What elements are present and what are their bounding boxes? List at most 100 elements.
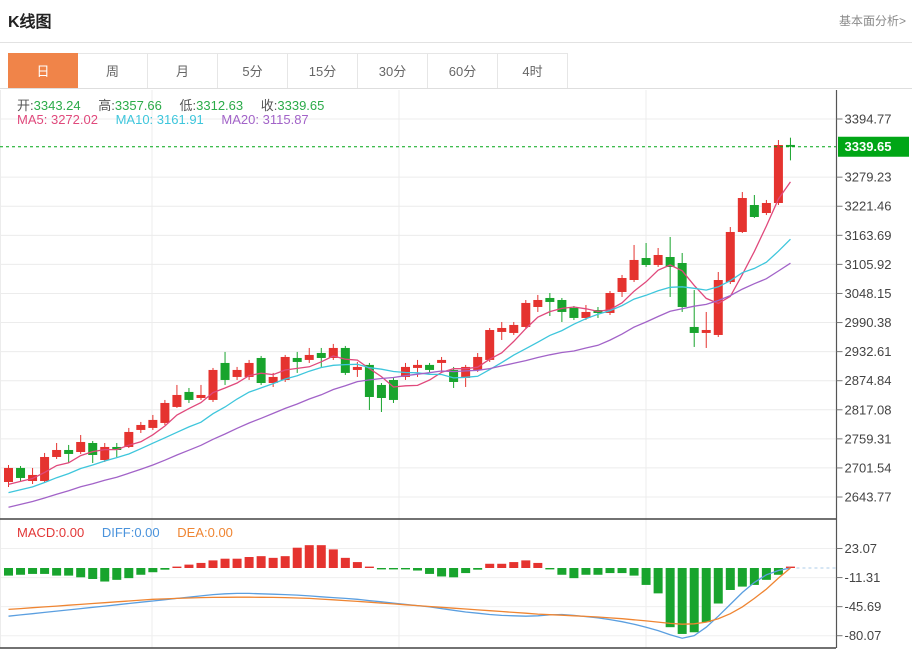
axis-label: 2874.84 bbox=[845, 373, 892, 388]
macd-bar bbox=[437, 568, 447, 577]
candle-body bbox=[352, 366, 362, 370]
candle-body bbox=[16, 467, 26, 478]
macd-bar bbox=[581, 568, 591, 575]
candle-body bbox=[605, 292, 615, 313]
candle-body bbox=[244, 362, 254, 377]
candle-body bbox=[737, 198, 747, 232]
macd-bar bbox=[304, 545, 314, 568]
candle-body bbox=[304, 354, 314, 360]
macd-bar bbox=[376, 568, 386, 570]
axis-label: 3163.69 bbox=[845, 228, 892, 243]
tab-4时[interactable]: 4时 bbox=[498, 53, 568, 88]
macd-bar bbox=[785, 566, 795, 568]
candle-body bbox=[160, 402, 170, 423]
macd-bar bbox=[100, 568, 110, 582]
candle-body bbox=[376, 384, 386, 398]
tab-30分[interactable]: 30分 bbox=[358, 53, 428, 88]
macd-bar bbox=[689, 568, 699, 633]
macd-bar bbox=[461, 568, 471, 574]
candle-body bbox=[701, 329, 711, 333]
candle-body bbox=[220, 362, 230, 380]
ma10-line bbox=[8, 238, 791, 494]
axis-label: 2759.31 bbox=[845, 431, 892, 446]
candle-body bbox=[761, 202, 771, 214]
axis-label: 2701.54 bbox=[845, 460, 892, 475]
candle-body bbox=[4, 467, 13, 483]
candle-body bbox=[497, 327, 507, 332]
candle-body bbox=[749, 205, 759, 217]
axis-label: 2932.61 bbox=[845, 344, 892, 359]
macd-bar bbox=[593, 568, 603, 575]
macd-bar bbox=[400, 568, 410, 570]
tab-15分[interactable]: 15分 bbox=[288, 53, 358, 88]
macd-bar bbox=[509, 562, 519, 568]
candle-body bbox=[292, 357, 302, 362]
candle-body bbox=[437, 359, 447, 363]
tab-月[interactable]: 月 bbox=[148, 53, 218, 88]
candle-body bbox=[364, 364, 374, 397]
candle-body bbox=[725, 231, 735, 283]
candle-body bbox=[76, 441, 86, 453]
macd-bar bbox=[76, 568, 86, 578]
macd-bar bbox=[136, 568, 146, 575]
macd-bar bbox=[280, 556, 290, 568]
macd-bar bbox=[485, 563, 495, 568]
dea-line bbox=[8, 567, 791, 625]
axis-label: 3105.92 bbox=[845, 257, 892, 272]
macd-bar bbox=[64, 568, 74, 576]
right-axis: 3394.77 3279.23 3221.46 3163.69 3105.92 3048.… bbox=[0, 90, 909, 649]
candle-body bbox=[172, 394, 182, 407]
main-pane[interactable] bbox=[0, 137, 836, 508]
macd-bar bbox=[629, 568, 639, 576]
candle-body bbox=[340, 347, 350, 373]
candle-body bbox=[521, 302, 531, 327]
axis-label: 2990.38 bbox=[845, 315, 892, 330]
macd-bar bbox=[16, 568, 26, 575]
axis-label: -11.31 bbox=[845, 570, 881, 585]
kline-chart-canvas[interactable]: 3394.77 3279.23 3221.46 3163.69 3105.92 3048.… bbox=[0, 89, 912, 652]
macd-pane[interactable] bbox=[4, 545, 836, 639]
macd-bar bbox=[52, 568, 62, 576]
candle-body bbox=[473, 356, 483, 370]
macd-bar bbox=[112, 568, 122, 580]
macd-bar bbox=[605, 568, 615, 574]
candle-body bbox=[713, 280, 723, 335]
period-tabs: 日周月 5分 15分 30分 60分 4时 bbox=[8, 53, 912, 88]
candle-body bbox=[785, 144, 795, 147]
title-divider bbox=[0, 42, 912, 43]
macd-bar bbox=[388, 568, 398, 570]
candle-body bbox=[449, 369, 459, 382]
fundamental-analysis-link[interactable]: 基本面分析> bbox=[838, 14, 906, 28]
candle-body bbox=[124, 431, 134, 447]
candle-body bbox=[773, 145, 783, 203]
macd-bar bbox=[328, 549, 338, 568]
tab-60分[interactable]: 60分 bbox=[428, 53, 498, 88]
tab-周[interactable]: 周 bbox=[78, 53, 148, 88]
gridlines bbox=[0, 90, 836, 648]
candle-body bbox=[52, 449, 62, 457]
macd-bar bbox=[533, 562, 543, 568]
candle-body bbox=[100, 446, 110, 461]
candle-body bbox=[328, 347, 338, 358]
macd-bar bbox=[725, 568, 735, 590]
candle-body bbox=[557, 299, 567, 312]
candle-body bbox=[316, 352, 326, 358]
candle-body bbox=[641, 258, 651, 266]
candle-body bbox=[232, 369, 242, 377]
macd-bar bbox=[749, 568, 759, 585]
macd-bar bbox=[713, 568, 723, 604]
candle-body bbox=[184, 391, 194, 400]
macd-bar bbox=[196, 562, 206, 568]
macd-bar bbox=[761, 568, 771, 580]
macd-bar bbox=[473, 568, 483, 570]
axis-label: 3048.15 bbox=[845, 286, 892, 301]
tab-日[interactable]: 日 bbox=[8, 53, 78, 88]
macd-bar bbox=[425, 568, 435, 574]
candle-body bbox=[136, 424, 146, 430]
candle-body bbox=[665, 257, 675, 267]
macd-bar bbox=[617, 568, 627, 574]
tab-5分[interactable]: 5分 bbox=[218, 53, 288, 88]
macd-bar bbox=[268, 557, 278, 568]
candle-body bbox=[280, 356, 290, 380]
